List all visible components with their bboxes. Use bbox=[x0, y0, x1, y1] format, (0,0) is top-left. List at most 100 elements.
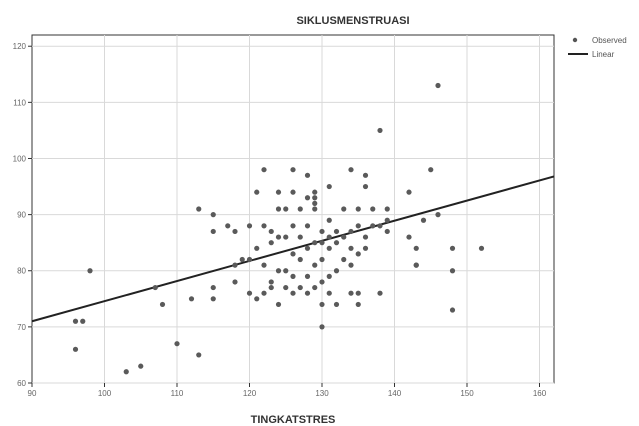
data-point bbox=[326, 234, 332, 240]
data-point bbox=[283, 206, 289, 212]
x-tick-label: 160 bbox=[533, 389, 547, 398]
data-point bbox=[341, 206, 347, 212]
data-point bbox=[297, 256, 303, 263]
data-point bbox=[449, 245, 456, 251]
data-point bbox=[304, 195, 311, 201]
x-tick-label: 100 bbox=[98, 389, 112, 398]
data-point bbox=[362, 234, 369, 240]
data-point bbox=[297, 284, 303, 291]
data-point bbox=[232, 279, 238, 285]
x-tick-label: 130 bbox=[315, 389, 329, 398]
data-point bbox=[261, 167, 267, 173]
data-point bbox=[210, 296, 216, 302]
data-point bbox=[290, 273, 296, 279]
data-point bbox=[312, 195, 318, 201]
data-point bbox=[319, 228, 325, 235]
data-point bbox=[304, 290, 311, 296]
data-point bbox=[326, 217, 332, 223]
data-point bbox=[348, 262, 354, 268]
data-point bbox=[290, 167, 296, 173]
data-point bbox=[196, 352, 202, 358]
data-point bbox=[449, 268, 456, 274]
data-point bbox=[333, 240, 340, 246]
data-point bbox=[312, 240, 318, 246]
x-tick-label: 150 bbox=[460, 389, 474, 398]
data-point bbox=[384, 206, 390, 212]
data-point bbox=[348, 167, 354, 173]
data-point bbox=[355, 301, 361, 308]
data-point bbox=[290, 251, 296, 257]
data-point bbox=[290, 223, 296, 229]
data-point bbox=[478, 245, 485, 251]
data-point bbox=[254, 189, 260, 195]
data-point bbox=[312, 206, 318, 212]
data-point bbox=[304, 172, 311, 178]
data-point bbox=[159, 301, 166, 308]
data-point bbox=[384, 217, 390, 223]
legend: Observed Linear bbox=[568, 36, 627, 59]
data-point bbox=[304, 223, 311, 229]
data-point bbox=[326, 183, 332, 190]
data-point bbox=[355, 251, 361, 257]
data-point bbox=[341, 234, 347, 240]
data-point bbox=[312, 189, 318, 195]
data-point bbox=[362, 245, 369, 251]
data-point bbox=[275, 301, 282, 308]
data-point bbox=[254, 245, 260, 251]
data-point bbox=[319, 324, 325, 330]
data-point bbox=[268, 228, 274, 235]
data-point bbox=[341, 256, 347, 263]
data-point bbox=[268, 279, 274, 285]
data-point bbox=[348, 290, 354, 296]
data-point bbox=[319, 279, 325, 285]
x-tick-label: 120 bbox=[243, 389, 257, 398]
data-point bbox=[449, 307, 456, 313]
data-point bbox=[326, 273, 332, 279]
data-point bbox=[319, 301, 325, 308]
data-point bbox=[312, 262, 318, 268]
data-point bbox=[290, 290, 296, 296]
y-tick-label: 70 bbox=[17, 323, 26, 332]
data-point bbox=[225, 223, 231, 229]
y-tick-label: 120 bbox=[13, 42, 27, 51]
data-point bbox=[232, 228, 238, 235]
data-point bbox=[326, 245, 332, 251]
data-point bbox=[304, 273, 311, 279]
data-point bbox=[333, 228, 340, 235]
data-point bbox=[413, 262, 419, 268]
data-point bbox=[283, 284, 289, 291]
data-point bbox=[406, 189, 412, 195]
x-tick-label: 140 bbox=[388, 389, 402, 398]
data-point bbox=[246, 290, 253, 296]
x-tick-label: 90 bbox=[28, 389, 37, 398]
data-point bbox=[254, 296, 260, 302]
data-point bbox=[188, 296, 195, 302]
data-point bbox=[268, 284, 274, 291]
data-point bbox=[275, 189, 282, 195]
data-point bbox=[210, 212, 216, 218]
y-axis-ticks: 60 70 80 90 100 110 120 bbox=[13, 42, 32, 388]
data-point bbox=[384, 228, 390, 235]
data-point bbox=[87, 268, 93, 274]
data-point bbox=[174, 341, 180, 347]
data-point bbox=[239, 256, 245, 263]
data-point bbox=[275, 206, 282, 212]
data-point bbox=[312, 200, 318, 206]
data-point bbox=[275, 268, 282, 274]
x-axis-ticks: 90 100 110 120 130 140 150 160 bbox=[28, 383, 547, 398]
data-point bbox=[420, 217, 427, 223]
data-point bbox=[428, 167, 434, 173]
data-point bbox=[210, 228, 216, 235]
data-point bbox=[333, 301, 340, 308]
linear-fit-line bbox=[31, 175, 555, 323]
data-point bbox=[297, 206, 303, 212]
x-axis-title: TINGKATSTRES bbox=[251, 414, 336, 426]
x-tick-label: 110 bbox=[171, 389, 184, 398]
data-point bbox=[72, 318, 79, 324]
data-point bbox=[348, 245, 354, 251]
y-tick-label: 100 bbox=[13, 154, 27, 163]
data-point bbox=[283, 234, 289, 240]
data-point bbox=[355, 223, 361, 229]
y-tick-label: 80 bbox=[17, 267, 26, 276]
data-point bbox=[72, 346, 79, 352]
